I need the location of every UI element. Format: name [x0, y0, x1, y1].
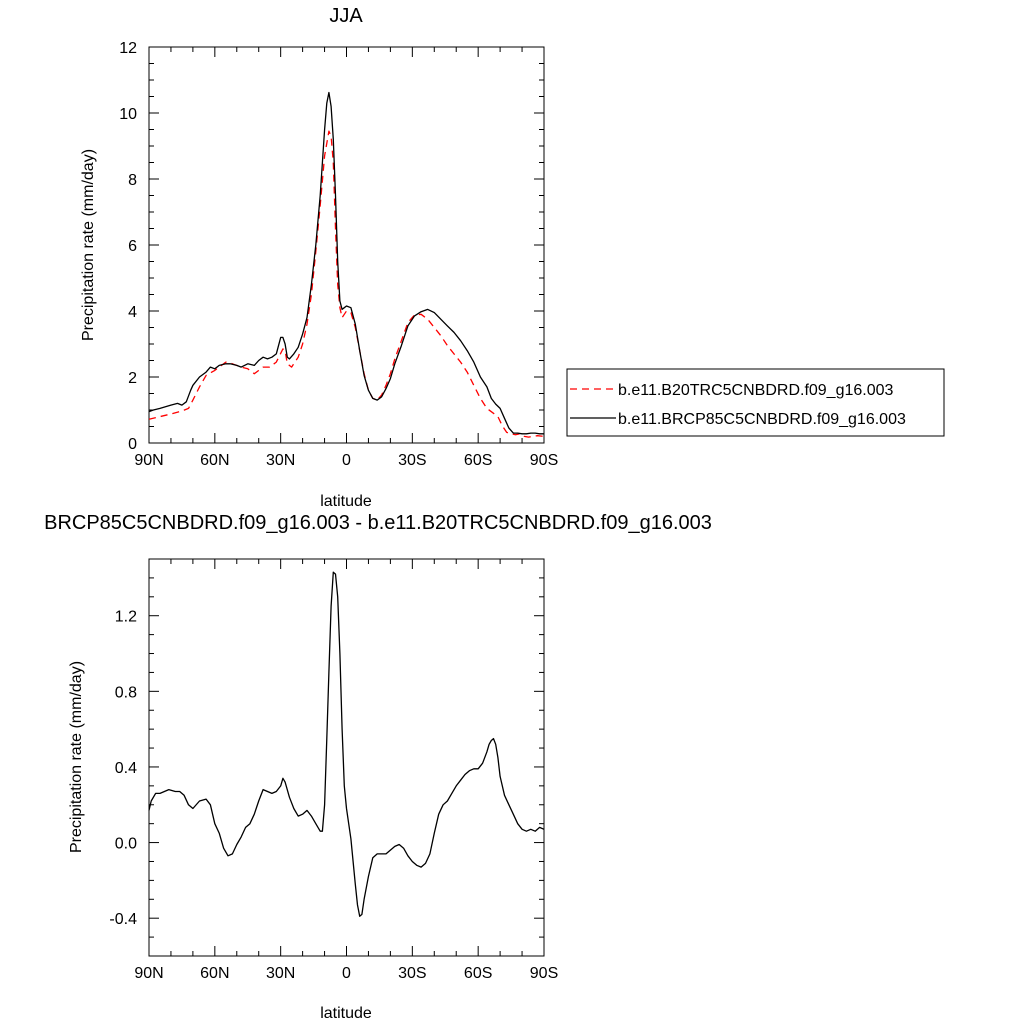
top-y-tick-label: 4	[128, 304, 137, 321]
top-y-tick-label: 6	[128, 238, 137, 255]
top-y-tick-label: 2	[128, 370, 137, 387]
top-x-tick-label: 30S	[398, 452, 426, 469]
bottom-chart-title: BRCP85C5CNBDRD.f09_g16.003 - b.e11.B20TR…	[44, 512, 712, 534]
top-x-tick-label: 60S	[464, 452, 492, 469]
bottom-x-tick-label: 30S	[398, 965, 426, 982]
top-x-tick-label: 90N	[134, 452, 163, 469]
legend-label-rcp85: b.e11.BRCP85C5CNBDRD.f09_g16.003	[618, 411, 906, 428]
top-x-axis-label: latitude	[320, 493, 372, 510]
bottom-x-tick-label: 30N	[266, 965, 295, 982]
top-y-axis-label: Precipitation rate (mm/day)	[80, 149, 97, 341]
legend: b.e11.B20TRC5CNBDRD.f09_g16.003 b.e11.BR…	[566, 368, 945, 437]
bottom-x-tick-label: 90S	[530, 965, 558, 982]
top-x-tick-label: 60N	[200, 452, 229, 469]
top-x-tick-label: 90S	[530, 452, 558, 469]
legend-label-historical: b.e11.B20TRC5CNBDRD.f09_g16.003	[618, 382, 894, 399]
top-y-tick-label: 0	[128, 436, 137, 453]
top-chart-title: JJA	[329, 5, 363, 27]
legend-box	[566, 368, 945, 437]
bottom-y-tick-label: 0.0	[115, 836, 137, 853]
bottom-x-axis-label: latitude	[320, 1005, 372, 1022]
bottom-y-tick-label: 0.8	[115, 684, 137, 701]
top-y-tick-label: 8	[128, 172, 137, 189]
bottom-y-axis-label: Precipitation rate (mm/day)	[68, 661, 85, 853]
bottom-x-tick-label: 90N	[134, 965, 163, 982]
top-series-line-1	[148, 91, 544, 435]
bottom-y-tick-label: 0.4	[115, 760, 137, 777]
bottom-series-line-0	[148, 571, 545, 917]
bottom-plot-area: 90N 60N 30N 0 30S 60S 90S -0.4 0.0 0.4 0.8 1.2	[109, 558, 558, 982]
bottom-y-tick-label: -0.4	[109, 911, 137, 928]
bottom-y-tick-label: 1.2	[115, 609, 137, 626]
top-plot-area: 90N 60N 30N 0 30S 60S 90S 0 2 4 6 8 10 12	[119, 40, 558, 469]
top-x-tick-label: 30N	[266, 452, 295, 469]
bottom-panel: BRCP85C5CNBDRD.f09_g16.003 - b.e11.B20TR…	[44, 512, 712, 1022]
bottom-x-tick-label: 60N	[200, 965, 229, 982]
top-y-tick-label: 10	[119, 106, 137, 123]
top-panel: JJA 90N 60N 30N 0 30S 60S 90S 0 2 4 6 8 10 12 latitud…	[80, 5, 558, 510]
top-series-line-0	[148, 130, 545, 438]
top-y-tick-label: 12	[119, 40, 137, 57]
top-x-tick-label: 0	[342, 452, 351, 469]
bottom-x-tick-label: 0	[342, 965, 351, 982]
bottom-x-tick-label: 60S	[464, 965, 492, 982]
